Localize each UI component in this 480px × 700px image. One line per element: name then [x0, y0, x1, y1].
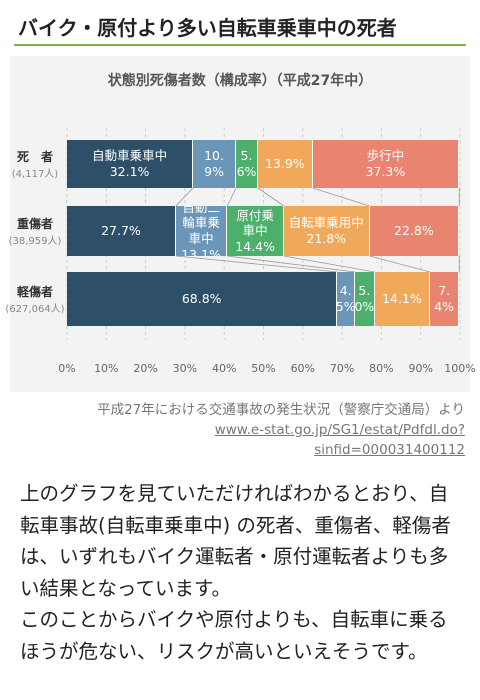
x-tick-label: 20% [133, 362, 158, 375]
segment-name: 自転車乗用中 [288, 215, 364, 231]
category-sublabel: (4,117人) [11, 169, 59, 180]
connector [257, 187, 285, 207]
category-sublabel: (38,959人) [8, 236, 62, 247]
bar: 68.8% [67, 272, 338, 326]
bar: 自転車乗用中 21.8% [283, 206, 370, 256]
heading-rule [14, 44, 466, 46]
bar: 自動車乗車中 32.1% [67, 140, 194, 188]
value-label: 21.8% [306, 231, 347, 246]
x-tick-label: 70% [329, 362, 355, 375]
chart: 0% 10% 20% 30% 40% 50% 60% 70% 80% 90% 100% 死 者 (4,1… [4, 140, 476, 375]
body-text: 上のグラフを見ていただければわかるとおり、自転車事故(自転車乗車中) の死者、重… [20, 478, 465, 667]
segment-name: 歩行中 [366, 148, 405, 164]
connector [226, 187, 237, 207]
bar: 原付乗車中 14.4% [227, 206, 284, 256]
value-label: 5.6% [236, 148, 257, 179]
bar: 14.1% [374, 272, 431, 326]
segment-name: 自動車乗車中 [92, 148, 168, 164]
segment-name: 自動二輪車乗車中 [182, 206, 220, 246]
value-label: 7.4% [434, 283, 455, 314]
source: 平成27年における交通事故の発生状況（警察庁交通局）より www.e-stat.… [20, 400, 465, 460]
value-label: 32.1% [109, 164, 150, 179]
bar: 22.8% [369, 206, 460, 256]
connector [283, 255, 375, 273]
x-tick-label: 90% [408, 362, 433, 375]
x-tick-label: 10% [94, 362, 119, 375]
value-label: 10.9% [204, 148, 224, 179]
category-label: 死 者 (4,117人) [4, 148, 66, 180]
bar: 4.5% [337, 272, 356, 326]
connector [175, 187, 194, 207]
value-label: 14.1% [382, 291, 422, 307]
paragraph: 上のグラフを見ていただければわかるとおり、自転車事故(自転車乗車中) の死者、重… [20, 482, 451, 600]
x-tick-label: 100% [444, 362, 476, 375]
x-tick-label: 50% [251, 362, 276, 375]
x-tick-label: 80% [369, 362, 394, 375]
paragraph: このことからバイクや原付よりも、自転車に乗るほうが危ない、リスクが高いといえそう… [20, 608, 448, 663]
bar: 13.9% [257, 140, 313, 188]
x-tick-label: 30% [172, 362, 198, 375]
heading: バイク・原付より多い自転車乗車中の死者 [18, 16, 397, 40]
value-label: 5.0% [355, 283, 375, 314]
source-text: 平成27年における交通事故の発生状況（警察庁交通局）より [97, 402, 465, 418]
bar: 27.7% [67, 206, 176, 256]
connector [227, 255, 356, 273]
value-label: 4.5% [337, 283, 356, 314]
bar: 自動二輪車乗車中 13.1% [175, 206, 228, 256]
chart-title: 状態別死傷者数（構成率）（平成27年中） [107, 73, 373, 89]
category-name: 軽傷者 [16, 285, 53, 299]
connector [369, 255, 431, 273]
value-label: 37.3% [365, 164, 406, 179]
value-label: 68.8% [181, 291, 222, 307]
segment-name: 原付乗車中 [236, 207, 274, 239]
bar: 5.6% [235, 140, 258, 188]
category-sublabel: (627,064人) [5, 304, 65, 315]
x-tick-label: 60% [290, 362, 316, 375]
x-tick-label: 0% [58, 362, 76, 375]
value-label: 14.4% [235, 238, 275, 254]
connector [175, 255, 338, 273]
value-label: 13.1% [181, 246, 221, 256]
value-label: 27.7% [101, 223, 141, 239]
value-label: 22.8% [394, 223, 434, 239]
bar: 7.4% [430, 272, 460, 326]
category-name: 重傷者 [16, 217, 53, 231]
bar: 10.9% [193, 140, 236, 188]
category-label: 重傷者 (38,959人) [4, 215, 66, 247]
connector [312, 187, 370, 207]
x-tick-label: 40% [211, 362, 237, 375]
category-label: 軽傷者 (627,064人) [4, 283, 66, 315]
bar: 5.0% [355, 272, 375, 326]
source-link[interactable]: www.e-stat.go.jp/SG1/estat/Pdfdl.do?sinf… [214, 422, 465, 458]
category-name: 死 者 [16, 150, 53, 164]
value-label: 13.9% [264, 156, 305, 172]
bar: 歩行中 37.3% [312, 140, 460, 188]
